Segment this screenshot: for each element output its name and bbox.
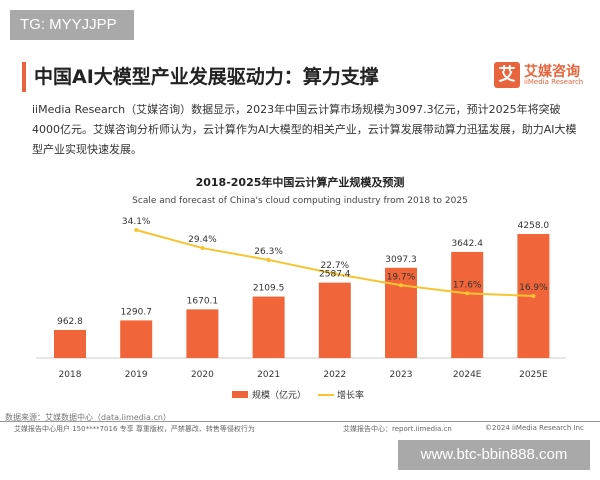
rate-point-2019 xyxy=(134,228,139,232)
title-accent-bar xyxy=(22,62,26,92)
rate-point-2020 xyxy=(200,246,205,251)
page-title: 中国AI大模型产业发展驱动力：算力支撑 xyxy=(34,66,379,88)
legend: 规模（亿元） 增长率 xyxy=(232,389,364,401)
bar-2021 xyxy=(252,296,285,358)
rate-label-2025E: 16.9% xyxy=(519,283,548,293)
report-center: 艾媒报告中心：report.iimedia.cn xyxy=(343,425,452,433)
rate-point-2025E xyxy=(531,294,536,299)
chart-subtitle: Scale and forecast of China's cloud comp… xyxy=(132,196,468,206)
rate-point-2022 xyxy=(332,271,337,276)
logo-en: iiMedia Research xyxy=(524,77,584,86)
x-tick-2024E: 2024E xyxy=(453,370,482,380)
bar-label-2024E: 3642.4 xyxy=(451,239,483,249)
watermark-top: TG: MYYJJPP xyxy=(10,10,134,40)
chart: 2018-2025年中国云计算产业规模及预测 Scale and forecas… xyxy=(36,175,566,401)
bar-label-2023: 3097.3 xyxy=(385,255,417,265)
x-tick-2022: 2022 xyxy=(323,370,346,380)
bar-label-2021: 2109.5 xyxy=(253,284,285,294)
copyright: ©2024 iiMedia Research Inc xyxy=(485,424,584,432)
logo-cn: 艾媒咨询 xyxy=(524,63,580,80)
x-tick-2018: 2018 xyxy=(59,370,82,380)
rate-point-2021 xyxy=(266,257,271,262)
rate-point-2023 xyxy=(399,283,403,288)
bar-2024E xyxy=(451,251,484,358)
chart-title: 2018-2025年中国云计算产业规模及预测 xyxy=(196,175,405,189)
watermark-bottom: www.btc-bbin888.com xyxy=(398,440,590,470)
rate-label-2022: 22.7% xyxy=(321,261,350,271)
bar-label-2022: 2587.4 xyxy=(319,270,351,280)
rate-label-2023: 19.7% xyxy=(387,272,416,282)
x-tick-2025E: 2025E xyxy=(519,370,548,380)
legend-label-bar: 规模（亿元） xyxy=(252,389,306,401)
data-source: 数据来源：艾媒数据中心（data.iimedia.cn） xyxy=(5,413,171,422)
rate-label-2021: 26.3% xyxy=(254,247,283,257)
bar-2019 xyxy=(120,320,153,358)
bar-2020 xyxy=(186,309,219,358)
license-notice: 艾媒报告中心用户 150****7016 专享 尊重版权，严禁篡改、转售等侵权行… xyxy=(14,425,255,433)
x-tick-2021: 2021 xyxy=(257,370,280,380)
x-tick-2020: 2020 xyxy=(191,370,214,380)
x-tick-2019: 2019 xyxy=(125,370,148,380)
rate-point-2024E xyxy=(465,291,470,296)
footer-divider xyxy=(0,421,600,422)
rate-label-2019: 34.1% xyxy=(122,217,151,227)
legend-label-line: 增长率 xyxy=(337,389,364,401)
bar-label-2018: 962.8 xyxy=(57,317,83,327)
bar-label-2019: 1290.7 xyxy=(120,307,152,317)
logo: 艾 艾媒咨询 iiMedia Research xyxy=(494,62,583,88)
rate-label-2024E: 17.6% xyxy=(453,280,482,290)
bar-label-2020: 1670.1 xyxy=(187,296,219,306)
bar-2022 xyxy=(318,282,351,358)
summary-paragraph: iiMedia Research（艾媒咨询）数据显示，2023年中国云计算市场规… xyxy=(32,103,577,156)
bar-label-2025E: 4258.0 xyxy=(518,221,550,231)
legend-swatch-bar xyxy=(232,391,248,398)
rate-label-2020: 29.4% xyxy=(188,235,217,245)
x-tick-2023: 2023 xyxy=(390,370,413,380)
bar-2018 xyxy=(54,329,86,358)
logo-mark: 艾 xyxy=(494,62,520,88)
